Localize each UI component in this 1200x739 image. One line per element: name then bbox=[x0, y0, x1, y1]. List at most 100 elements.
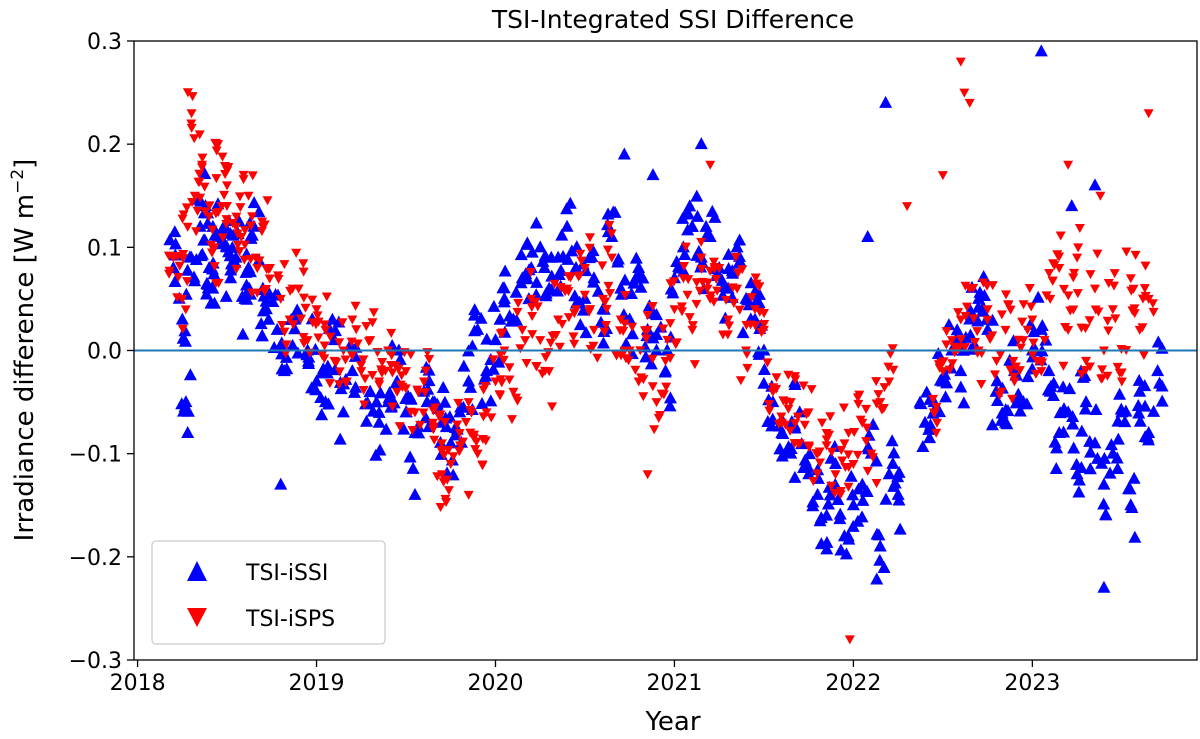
data-point-tsi-isps bbox=[320, 325, 331, 335]
data-point-tsi-issi bbox=[576, 303, 590, 316]
data-point-tsi-issi bbox=[1088, 178, 1102, 191]
data-point-tsi-issi bbox=[468, 324, 482, 337]
data-point-tsi-isps bbox=[790, 419, 801, 429]
data-point-tsi-isps bbox=[279, 327, 290, 337]
data-point-tsi-isps bbox=[545, 338, 556, 348]
data-point-tsi-isps bbox=[252, 264, 263, 274]
data-point-tsi-isps bbox=[360, 374, 371, 384]
data-point-tsi-issi bbox=[247, 196, 261, 209]
data-point-tsi-isps bbox=[260, 284, 271, 294]
data-point-tsi-isps bbox=[928, 394, 939, 404]
data-point-tsi-issi bbox=[1110, 451, 1124, 464]
data-point-tsi-isps bbox=[1008, 372, 1019, 382]
data-point-tsi-isps bbox=[521, 359, 532, 369]
data-point-tsi-isps bbox=[569, 309, 580, 319]
data-point-tsi-isps bbox=[1095, 191, 1106, 201]
data-point-tsi-issi bbox=[585, 250, 599, 263]
data-point-tsi-issi bbox=[619, 337, 633, 350]
data-point-tsi-isps bbox=[679, 262, 690, 272]
data-point-tsi-issi bbox=[465, 339, 479, 352]
data-point-tsi-isps bbox=[1147, 299, 1158, 309]
data-point-tsi-isps bbox=[1073, 243, 1084, 253]
data-point-tsi-issi bbox=[877, 560, 891, 573]
data-point-tsi-isps bbox=[790, 375, 801, 385]
data-point-tsi-isps bbox=[243, 191, 254, 201]
data-point-tsi-isps bbox=[821, 435, 832, 445]
data-point-tsi-isps bbox=[817, 418, 828, 428]
data-point-tsi-issi bbox=[644, 357, 658, 370]
data-point-tsi-issi bbox=[1125, 500, 1139, 513]
data-point-tsi-isps bbox=[337, 318, 348, 328]
data-point-tsi-isps bbox=[735, 376, 746, 386]
data-point-tsi-isps bbox=[641, 334, 652, 344]
data-point-tsi-issi bbox=[480, 332, 494, 345]
data-point-tsi-issi bbox=[916, 439, 930, 452]
data-point-tsi-isps bbox=[396, 371, 407, 381]
data-point-tsi-isps bbox=[172, 293, 183, 303]
data-point-tsi-issi bbox=[750, 293, 764, 306]
data-point-tsi-issi bbox=[310, 374, 324, 387]
data-point-tsi-isps bbox=[764, 400, 775, 410]
data-point-tsi-isps bbox=[1108, 281, 1119, 291]
data-point-tsi-issi bbox=[788, 470, 802, 483]
data-point-tsi-issi bbox=[1147, 404, 1161, 417]
data-point-tsi-issi bbox=[169, 237, 183, 250]
data-point-tsi-isps bbox=[352, 339, 363, 349]
data-point-tsi-isps bbox=[1129, 309, 1140, 319]
data-point-tsi-isps bbox=[317, 351, 328, 361]
data-point-tsi-issi bbox=[757, 363, 771, 376]
y-tick-label: −0.1 bbox=[69, 443, 122, 468]
data-point-tsi-issi bbox=[726, 266, 740, 279]
data-point-tsi-isps bbox=[599, 327, 610, 337]
data-point-tsi-isps bbox=[331, 358, 342, 368]
data-point-tsi-isps bbox=[563, 272, 574, 282]
data-point-tsi-issi bbox=[1066, 417, 1080, 430]
data-point-tsi-issi bbox=[1072, 473, 1086, 486]
data-point-tsi-issi bbox=[1151, 364, 1165, 377]
data-point-tsi-issi bbox=[1000, 417, 1014, 430]
data-point-tsi-isps bbox=[405, 407, 416, 417]
data-point-tsi-issi bbox=[262, 312, 276, 325]
data-point-tsi-issi bbox=[255, 329, 269, 342]
data-point-tsi-isps bbox=[1058, 361, 1069, 371]
data-point-tsi-issi bbox=[879, 95, 893, 108]
y-tick-label: −0.3 bbox=[69, 649, 122, 674]
data-point-tsi-issi bbox=[406, 461, 420, 474]
data-point-tsi-issi bbox=[181, 426, 195, 439]
data-point-tsi-isps bbox=[696, 253, 707, 263]
data-point-tsi-issi bbox=[219, 289, 233, 302]
data-point-tsi-issi bbox=[181, 263, 195, 276]
data-point-tsi-isps bbox=[454, 429, 465, 439]
data-point-tsi-issi bbox=[538, 260, 552, 273]
data-point-tsi-isps bbox=[178, 250, 189, 260]
data-point-tsi-issi bbox=[373, 443, 387, 456]
data-point-tsi-isps bbox=[1060, 323, 1071, 333]
data-point-tsi-isps bbox=[1090, 305, 1101, 315]
data-point-tsi-isps bbox=[531, 362, 542, 372]
data-point-tsi-isps bbox=[182, 222, 193, 232]
data-point-tsi-isps bbox=[1027, 350, 1038, 360]
data-point-tsi-isps bbox=[684, 313, 695, 323]
data-point-tsi-issi bbox=[1132, 406, 1146, 419]
data-point-tsi-issi bbox=[551, 284, 565, 297]
data-point-tsi-isps bbox=[222, 181, 233, 191]
data-point-tsi-issi bbox=[1057, 425, 1071, 438]
data-point-tsi-isps bbox=[1092, 249, 1103, 259]
data-point-tsi-isps bbox=[527, 311, 538, 321]
data-point-tsi-isps bbox=[189, 134, 200, 144]
data-point-tsi-isps bbox=[1058, 284, 1069, 294]
data-point-tsi-issi bbox=[861, 230, 875, 243]
data-point-tsi-isps bbox=[1030, 369, 1041, 379]
data-point-tsi-issi bbox=[614, 281, 628, 294]
data-point-tsi-issi bbox=[1065, 199, 1079, 212]
data-point-tsi-isps bbox=[1130, 250, 1141, 260]
data-point-tsi-isps bbox=[1074, 224, 1085, 234]
data-point-tsi-isps bbox=[418, 408, 429, 418]
data-point-tsi-isps bbox=[498, 355, 509, 365]
data-point-tsi-issi bbox=[570, 240, 584, 253]
data-point-tsi-isps bbox=[852, 450, 863, 460]
data-point-tsi-issi bbox=[1021, 370, 1035, 383]
data-point-tsi-issi bbox=[879, 492, 893, 505]
data-point-tsi-isps bbox=[709, 264, 720, 274]
data-point-tsi-issi bbox=[280, 362, 294, 375]
